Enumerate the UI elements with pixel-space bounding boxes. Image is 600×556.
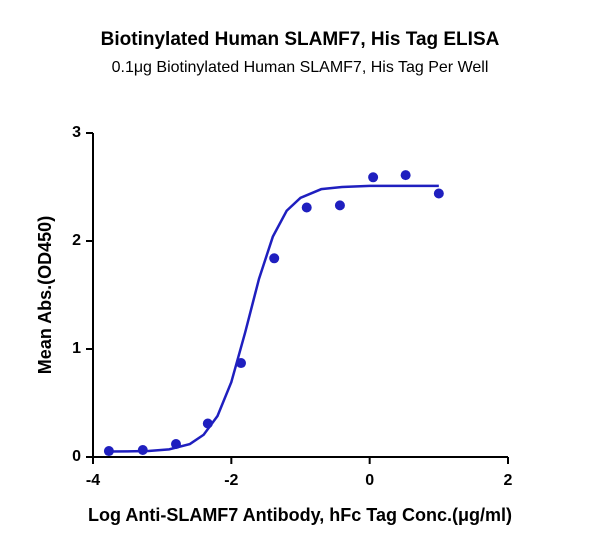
x-tick-label: -2	[224, 472, 238, 489]
data-point	[269, 253, 280, 264]
x-tick-label: 0	[365, 472, 374, 489]
y-tick-label: 3	[72, 124, 81, 141]
y-tick-label: 1	[72, 340, 81, 357]
data-point	[301, 202, 312, 213]
fit-curve	[108, 184, 439, 453]
y-tick-label: 0	[72, 448, 81, 465]
chart-subtitle: 0.1μg Biotinylated Human SLAMF7, His Tag…	[112, 59, 489, 76]
data-point	[433, 188, 444, 199]
y-axis-label: Mean Abs.(OD450)	[35, 216, 55, 374]
x-tick-label: -4	[86, 472, 100, 489]
x-tick-label: 2	[504, 472, 513, 489]
data-point	[400, 170, 411, 181]
data-point	[334, 200, 345, 211]
x-axis-label: Log Anti-SLAMF7 Antibody, hFc Tag Conc.(…	[88, 505, 512, 525]
data-point	[368, 172, 379, 183]
chart-title: Biotinylated Human SLAMF7, His Tag ELISA	[101, 29, 500, 50]
y-tick-label: 2	[72, 232, 81, 249]
